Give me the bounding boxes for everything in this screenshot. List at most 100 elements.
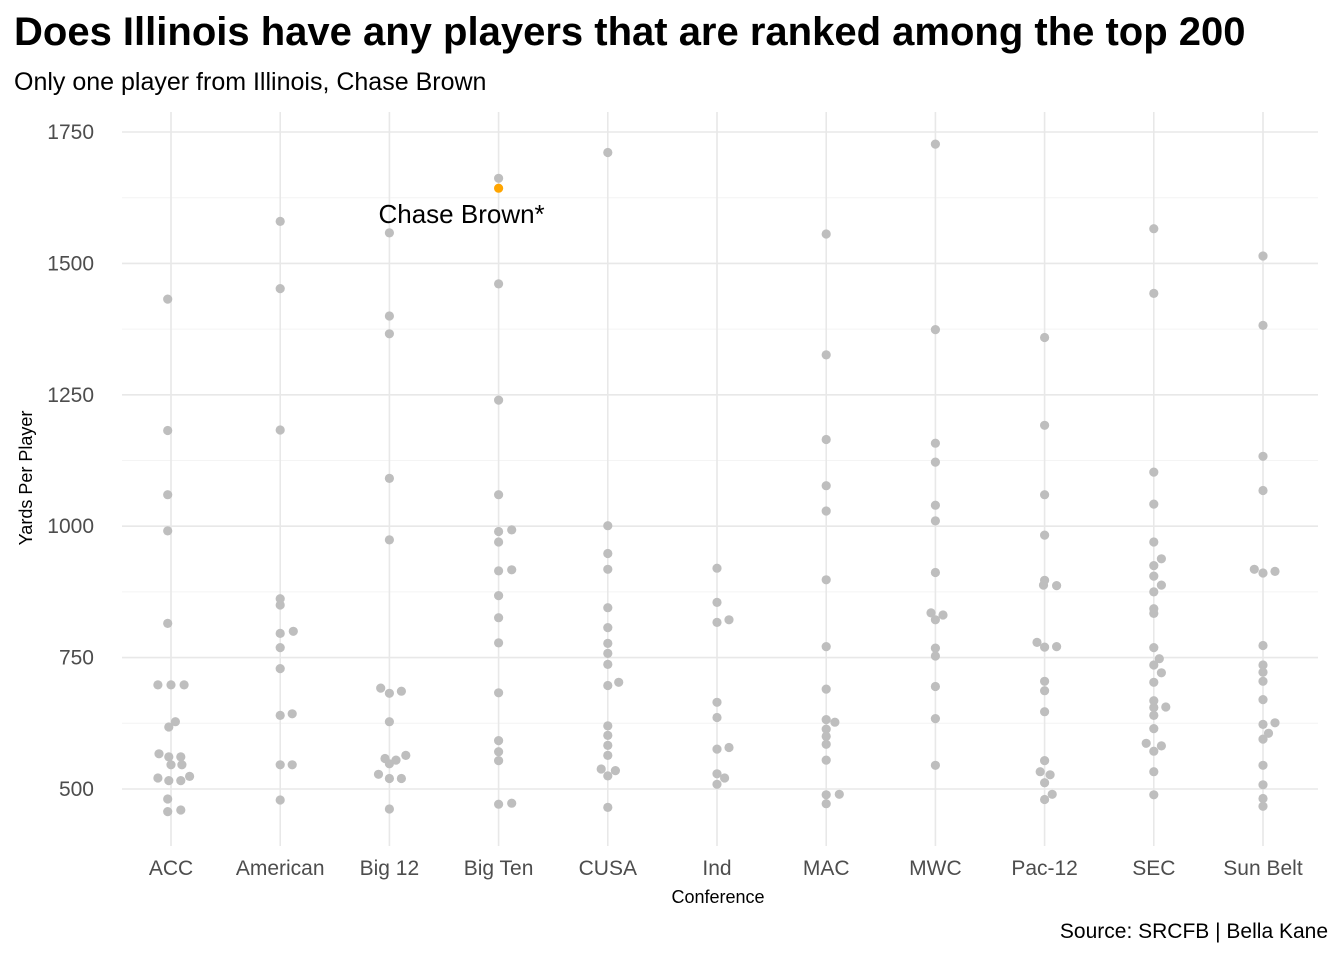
data-point xyxy=(373,769,384,779)
data-point xyxy=(930,651,941,661)
x-tick-label: ACC xyxy=(149,857,193,880)
data-point xyxy=(1258,760,1268,770)
y-tick-label: 1000 xyxy=(47,515,94,538)
x-axis-ticks: ACC American Big 12 Big Ten CUSA Ind MAC MWC Pac… xyxy=(149,857,1303,880)
data-point xyxy=(507,798,517,808)
data-point xyxy=(926,608,936,618)
data-point xyxy=(494,173,504,183)
data-point xyxy=(603,721,613,731)
data-point xyxy=(164,722,174,732)
data-point xyxy=(930,643,941,653)
data-point xyxy=(401,750,411,761)
data-point xyxy=(384,228,394,238)
x-tick-label: Big Ten xyxy=(464,857,534,880)
data-point xyxy=(603,521,613,531)
data-point xyxy=(821,739,831,749)
data-point xyxy=(1149,790,1159,800)
data-point xyxy=(1156,741,1166,751)
data-point xyxy=(1040,676,1050,686)
data-point xyxy=(1032,637,1042,648)
data-point xyxy=(712,712,722,723)
data-point xyxy=(1141,738,1151,748)
data-point xyxy=(1161,702,1171,712)
data-point xyxy=(603,740,613,751)
y-tick-label: 1250 xyxy=(47,384,94,407)
data-point xyxy=(1035,767,1045,777)
data-point xyxy=(166,760,176,770)
data-point xyxy=(275,425,285,435)
data-point xyxy=(821,755,831,765)
data-point xyxy=(603,771,613,781)
data-point xyxy=(603,648,613,659)
data-point xyxy=(603,603,613,613)
data-point xyxy=(1149,677,1159,687)
data-point xyxy=(1149,724,1159,734)
data-point xyxy=(930,615,941,625)
data-point xyxy=(1149,561,1159,571)
y-tick-label: 1750 xyxy=(47,121,94,144)
x-tick-label: SEC xyxy=(1132,857,1175,880)
data-point xyxy=(603,564,613,574)
data-point xyxy=(153,680,163,690)
data-point xyxy=(287,709,297,719)
data-point xyxy=(1258,451,1268,461)
y-axis-title: Yards Per Player xyxy=(16,411,36,546)
data-point xyxy=(1258,801,1268,811)
data-point xyxy=(166,680,176,690)
data-point xyxy=(724,742,734,753)
data-point xyxy=(384,535,394,545)
data-point xyxy=(1149,467,1159,477)
data-point xyxy=(494,747,504,757)
data-point xyxy=(1149,571,1159,581)
data-point xyxy=(834,789,844,799)
x-tick-label: CUSA xyxy=(579,857,637,880)
data-point xyxy=(1249,564,1259,574)
data-point xyxy=(376,683,386,693)
data-point xyxy=(287,760,297,770)
data-point xyxy=(821,506,831,516)
data-point xyxy=(1258,793,1268,804)
data-point xyxy=(603,147,613,158)
data-point xyxy=(1258,676,1268,686)
data-point xyxy=(494,591,504,601)
data-points xyxy=(153,139,1280,817)
data-point xyxy=(1149,767,1159,777)
data-point xyxy=(1149,288,1159,298)
highlight-point-chase-brown xyxy=(494,183,504,193)
data-point xyxy=(603,638,613,649)
data-point xyxy=(507,565,517,575)
data-point xyxy=(275,795,285,805)
data-point xyxy=(1040,707,1050,717)
data-point xyxy=(1258,734,1268,744)
data-point xyxy=(163,490,173,500)
data-point xyxy=(1040,332,1050,343)
data-point xyxy=(275,664,285,674)
data-point xyxy=(712,779,722,789)
data-point xyxy=(176,805,186,815)
data-point xyxy=(830,717,840,727)
data-point xyxy=(164,776,174,786)
data-point xyxy=(1149,660,1159,670)
data-point xyxy=(1149,710,1159,721)
data-point xyxy=(930,516,941,526)
data-point xyxy=(1052,642,1062,652)
data-point xyxy=(603,750,613,761)
data-point xyxy=(494,537,504,547)
data-point xyxy=(494,526,504,537)
data-point xyxy=(1258,695,1268,705)
data-point xyxy=(821,575,831,585)
data-point xyxy=(1258,660,1268,670)
data-point xyxy=(1149,643,1159,653)
data-point xyxy=(603,659,613,670)
data-point xyxy=(494,736,504,746)
data-point xyxy=(275,710,285,721)
x-tick-label: American xyxy=(236,857,325,880)
data-point xyxy=(177,760,187,770)
data-point xyxy=(384,329,394,339)
data-point xyxy=(1040,530,1050,540)
data-point xyxy=(610,766,621,776)
data-point xyxy=(821,715,831,725)
data-point xyxy=(384,717,394,727)
data-point xyxy=(603,802,613,813)
